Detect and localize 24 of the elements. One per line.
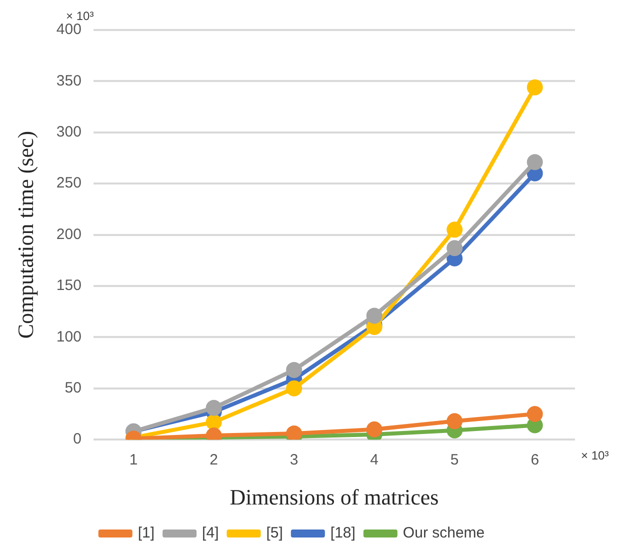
y-tick-label: 50 [64,380,82,397]
x-tick-label: 4 [370,452,379,469]
legend-label: [5] [266,524,283,542]
y-tick-label: 300 [56,124,82,141]
x-tick-label: 5 [450,452,459,469]
x-tick-label: 3 [290,452,298,469]
x-tick-label: 1 [129,452,138,469]
legend-label: [4] [202,524,219,542]
y-tick-label: 0 [73,430,82,448]
x-axis-title: Dimensions of matrices [230,484,439,510]
x-tick-label: 6 [530,452,540,469]
y-tick-label: 150 [56,277,82,294]
y-axis-title: Computation time (sec) [12,130,38,339]
y-tick-label: 400 [56,21,82,38]
legend-label: [1] [138,524,155,542]
legend-label: Our scheme [402,524,485,542]
y-tick-label: 350 [56,72,82,90]
text: × 10³ [581,448,609,463]
y-tick-label: 100 [56,328,82,346]
x-tick-label: 2 [210,452,218,469]
y-tick-label: 250 [56,174,82,192]
y-tick-label: 200 [56,226,82,243]
legend-label: [18] [330,524,356,542]
text: × 10³ [66,9,94,23]
